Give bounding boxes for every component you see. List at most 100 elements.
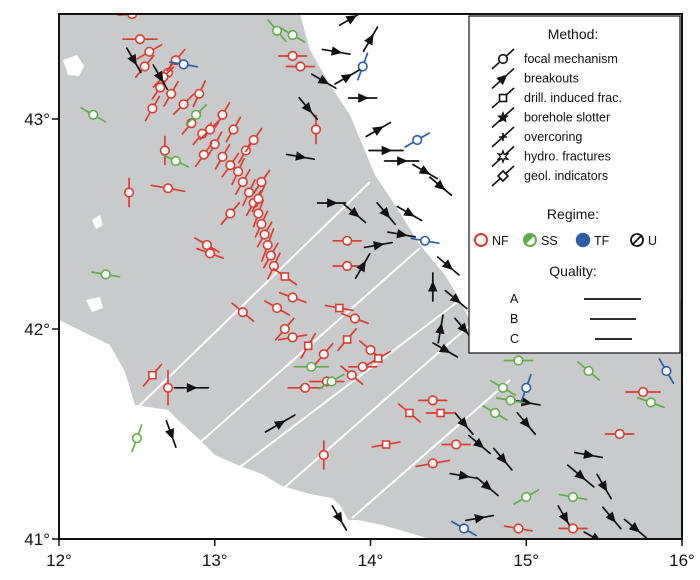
- stress-point: [274, 317, 295, 341]
- stress-point: [134, 54, 155, 79]
- stress-symbol: [268, 260, 280, 272]
- stress-symbol: [521, 382, 532, 393]
- stress-point: [316, 198, 347, 208]
- stress-point: [142, 363, 163, 387]
- stress-point: [566, 464, 595, 488]
- stress-symbol: [357, 361, 368, 372]
- stress-point: [365, 121, 392, 138]
- legend-method-label: borehole slotter: [524, 111, 610, 125]
- legend: Method: focal mechanism breakouts drill. in…: [468, 15, 681, 354]
- stress-symbol: [301, 102, 313, 114]
- y-tick-label: 43°: [24, 110, 50, 129]
- stress-symbol: [287, 50, 298, 62]
- stress-symbol: [357, 61, 368, 72]
- tyrrhenian-sea: [59, 320, 430, 539]
- stress-symbol: [637, 386, 649, 398]
- stress-symbol: [356, 260, 366, 273]
- island-giglio: [86, 297, 103, 312]
- x-tick-label: 13°: [202, 551, 228, 570]
- stress-symbol: [332, 511, 343, 524]
- stress-point: [363, 241, 393, 251]
- legend-regime-fill: [524, 234, 535, 245]
- stress-point: [123, 177, 135, 208]
- stress-point: [475, 476, 499, 497]
- stress-symbol: [271, 302, 283, 314]
- stress-point: [221, 152, 240, 178]
- stress-point: [347, 93, 378, 103]
- stress-symbol: [243, 187, 255, 198]
- stress-point: [415, 458, 451, 469]
- stress-symbol: [155, 82, 166, 93]
- stress-symbol: [457, 417, 469, 429]
- stress-symbol: [591, 532, 600, 539]
- legend-method-label: breakouts: [524, 72, 579, 86]
- stress-symbol: [88, 109, 99, 120]
- stress-symbol: [645, 544, 654, 553]
- legend-method-symbol: [499, 133, 507, 141]
- stress-point: [293, 361, 330, 372]
- stress-symbol: [436, 408, 445, 418]
- stress-point: [641, 537, 654, 553]
- stress-point: [279, 27, 306, 43]
- stress-point: [152, 64, 169, 90]
- stress-point: [623, 518, 647, 539]
- stress-symbol: [558, 511, 569, 524]
- stress-point: [425, 408, 456, 418]
- stress-point: [287, 382, 323, 393]
- stress-point: [337, 327, 357, 352]
- stress-point: [449, 470, 479, 480]
- section-line-2: [187, 247, 421, 454]
- stress-point: [264, 300, 291, 316]
- stress-symbol: [162, 382, 174, 393]
- stress-symbol: [435, 322, 445, 335]
- stress-point: [493, 447, 513, 471]
- stress-symbol: [614, 428, 625, 440]
- stress-point: [357, 52, 369, 81]
- stress-symbol: [127, 53, 137, 66]
- stress-symbol: [441, 259, 454, 270]
- stress-symbol: [412, 134, 423, 146]
- stress-symbol: [134, 34, 146, 45]
- legend-regime-label: TF: [594, 234, 610, 248]
- stress-symbol: [262, 239, 273, 251]
- stress-symbol: [148, 370, 157, 380]
- stress-symbol: [340, 73, 353, 84]
- stress-point: [436, 256, 460, 276]
- stress-symbol: [159, 145, 171, 156]
- stress-point: [231, 157, 245, 186]
- stress-point: [338, 14, 361, 27]
- stress-point: [365, 350, 392, 367]
- stress-symbol: [381, 440, 391, 449]
- stress-symbol: [204, 124, 216, 135]
- stress-point: [267, 19, 287, 43]
- stress-symbol: [225, 208, 236, 219]
- stress-point: [602, 506, 622, 530]
- stress-symbol: [204, 248, 216, 259]
- shmax-bar: [583, 531, 599, 539]
- stress-point: [321, 46, 351, 56]
- stress-point: [441, 439, 472, 450]
- stress-point: [331, 505, 348, 531]
- x-tick-label: 14°: [358, 551, 384, 570]
- stress-symbol: [567, 523, 579, 534]
- stress-point: [596, 473, 612, 500]
- stress-symbol: [178, 59, 189, 70]
- stress-point: [162, 154, 190, 168]
- stress-point: [371, 440, 401, 449]
- stress-symbol: [480, 479, 493, 491]
- y-tick-label: 41°: [24, 530, 50, 549]
- legend-method-label: geol. indicators: [524, 169, 608, 183]
- stress-point: [165, 419, 177, 449]
- stress-point: [354, 253, 371, 279]
- stress-symbol: [474, 514, 486, 524]
- stress-symbol: [271, 25, 283, 36]
- stress-symbol: [273, 420, 286, 430]
- stress-point: [340, 365, 364, 386]
- legend-regime-slash: [631, 234, 643, 246]
- stress-symbol: [237, 176, 248, 188]
- stress-symbol: [449, 293, 461, 304]
- stress-point: [277, 50, 308, 62]
- stress-point: [168, 59, 199, 70]
- stress-symbol: [217, 151, 228, 162]
- stress-symbol: [628, 521, 641, 533]
